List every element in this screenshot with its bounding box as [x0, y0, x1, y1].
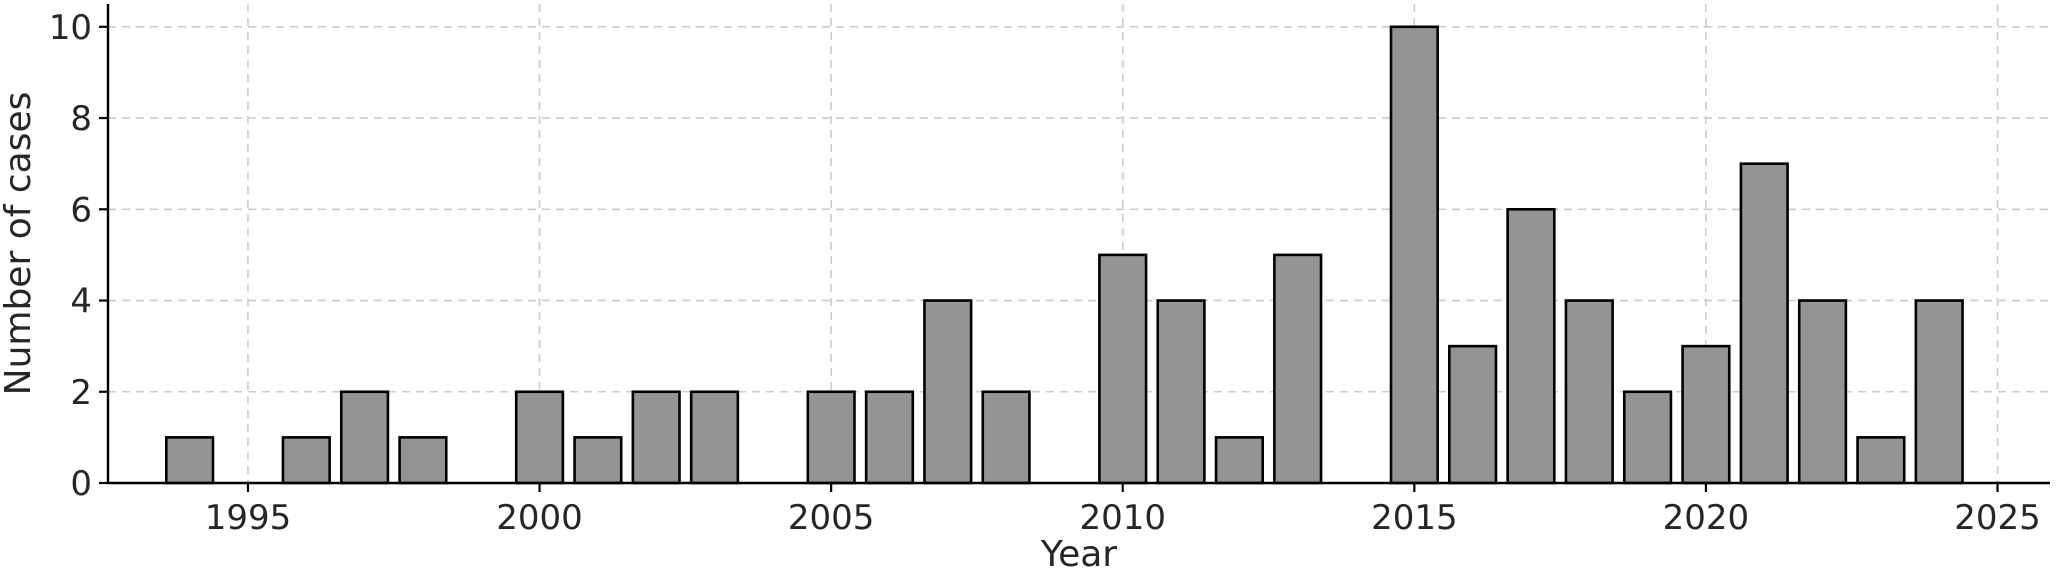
- bar-2002: [631, 390, 681, 485]
- bars: [165, 25, 1964, 485]
- x-tick-label: 2015: [1371, 498, 1458, 538]
- x-tick-label: 2020: [1663, 498, 1750, 538]
- bar-2005: [806, 390, 856, 485]
- bar-2024: [1914, 299, 1964, 485]
- bar-2016: [1448, 344, 1498, 485]
- bar-2008: [981, 390, 1031, 485]
- bar-2017: [1506, 207, 1556, 485]
- bar-2001: [573, 436, 623, 485]
- bar-2022: [1797, 299, 1848, 485]
- axes: [106, 4, 2050, 485]
- x-axis-ticks: 1995 2000 2005 2010 2015 2020 2025: [205, 483, 2041, 538]
- bar-2015: [1389, 25, 1439, 485]
- bar-2003: [689, 390, 740, 485]
- x-tick-label: 2000: [496, 498, 583, 538]
- bar-2007: [923, 299, 973, 485]
- y-tick-label: 2: [70, 373, 92, 413]
- y-tick-label: 0: [70, 464, 92, 504]
- bar-2019: [1622, 390, 1673, 485]
- y-tick-label: 10: [49, 8, 92, 48]
- x-axis-label: Year: [1040, 534, 1117, 570]
- bar-1997: [339, 390, 390, 485]
- x-tick-label: 2025: [1954, 498, 2041, 538]
- bar-2020: [1681, 344, 1731, 485]
- bar-2023: [1856, 436, 1906, 485]
- x-tick-label: 2005: [788, 498, 875, 538]
- bar-2010: [1098, 253, 1148, 485]
- bar-2006: [864, 390, 915, 485]
- bar-1998: [398, 436, 448, 485]
- bar-2018: [1564, 299, 1614, 485]
- bar-2012: [1214, 436, 1265, 485]
- bar-1996: [281, 436, 331, 485]
- y-axis-label: Number of cases: [0, 92, 39, 396]
- y-axis-ticks: 0 2 4 6 8 10: [49, 8, 108, 504]
- y-tick-label: 4: [70, 282, 92, 322]
- bar-2000: [514, 390, 565, 485]
- bar-2021: [1739, 162, 1789, 485]
- bar-2013: [1273, 253, 1323, 485]
- bar-1994: [165, 436, 215, 485]
- bar-2011: [1156, 299, 1206, 485]
- y-tick-label: 8: [70, 99, 92, 139]
- x-tick-label: 2010: [1079, 498, 1166, 538]
- x-tick-label: 1995: [205, 498, 292, 538]
- y-tick-label: 6: [70, 190, 92, 230]
